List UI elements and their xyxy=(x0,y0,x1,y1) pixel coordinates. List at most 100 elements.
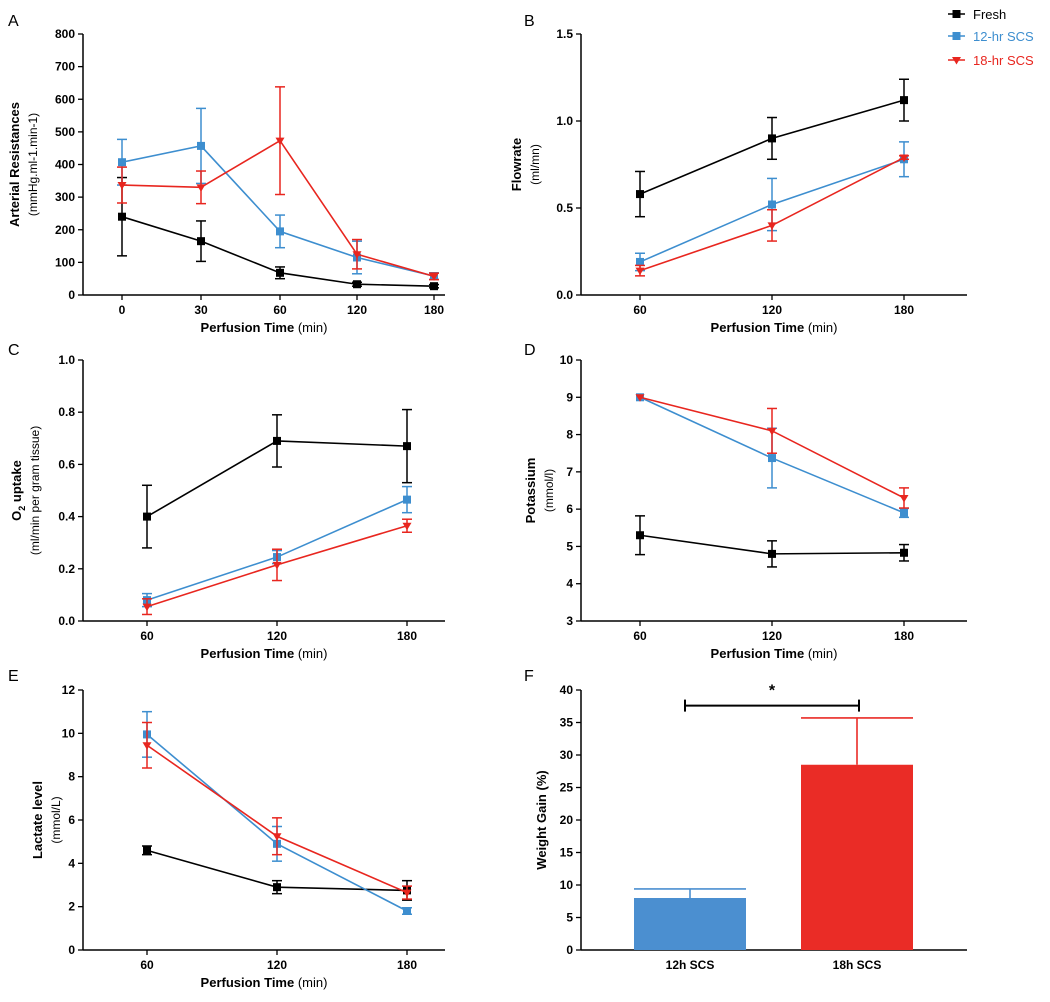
y-tick-label: 4 xyxy=(68,856,75,870)
y-tick-label: 0.5 xyxy=(556,201,573,215)
x-tick-label: 180 xyxy=(894,629,914,643)
data-point xyxy=(117,182,127,190)
data-point xyxy=(402,889,412,898)
panel-letter: F xyxy=(524,668,534,685)
y-axis-unit: (mmol/L) xyxy=(49,796,63,843)
data-point xyxy=(768,549,776,558)
data-point xyxy=(143,846,151,855)
data-point xyxy=(636,257,644,266)
data-point xyxy=(352,251,362,259)
panel-letter: E xyxy=(8,668,19,685)
y-tick-label: 800 xyxy=(55,27,75,41)
x-tick-label: 12h SCS xyxy=(666,958,715,972)
y-tick-label: 10 xyxy=(62,726,76,740)
y-tick-label: 9 xyxy=(566,390,573,404)
y-tick-label: 300 xyxy=(55,190,75,204)
y-tick-label: 30 xyxy=(560,748,574,762)
y-tick-label: 15 xyxy=(560,846,574,860)
data-point xyxy=(403,442,411,451)
data-point xyxy=(272,561,282,570)
bar-12h-scs xyxy=(634,898,746,950)
x-tick-label: 0 xyxy=(119,303,126,317)
bar-18h-scs xyxy=(801,764,913,950)
series-18-hr-scs xyxy=(117,86,439,281)
x-axis-title: Perfusion Time (min) xyxy=(201,320,328,335)
data-point xyxy=(272,833,282,841)
data-point xyxy=(118,158,126,167)
data-point xyxy=(767,222,777,230)
y-tick-label: 2 xyxy=(68,900,75,914)
y-tick-label: 0.4 xyxy=(58,510,75,524)
data-point xyxy=(143,512,151,521)
x-tick-label: 60 xyxy=(273,303,287,317)
significance-label: * xyxy=(769,683,776,700)
panel-c: C 0.0 0.2 0.4 0.6 0.8 1.0 60 120 180 Perfusion Tim… xyxy=(8,342,445,661)
legend-entry-fresh: Fresh xyxy=(948,7,1006,22)
panel-letter: B xyxy=(524,13,535,30)
y-tick-label: 25 xyxy=(560,781,574,795)
legend-label: 12-hr SCS xyxy=(973,29,1034,44)
y-tick-label: 0.0 xyxy=(58,614,75,628)
x-tick-label: 60 xyxy=(633,303,647,317)
y-axis-unit: (ml/min per gram tissue) xyxy=(28,426,42,555)
y-tick-label: 5 xyxy=(566,539,573,553)
data-point xyxy=(353,280,361,289)
data-point xyxy=(900,548,908,557)
series-12-hr-scs xyxy=(142,485,412,608)
x-axis-title: Perfusion Time (min) xyxy=(711,646,838,661)
y-tick-label: 0 xyxy=(68,288,75,302)
y-tick-label: 6 xyxy=(566,502,573,516)
x-tick-label: 180 xyxy=(397,958,417,972)
series-18-hr-scs xyxy=(635,394,909,509)
x-axis-title: Perfusion Time (min) xyxy=(201,646,328,661)
x-tick-label: 60 xyxy=(633,629,647,643)
data-point xyxy=(429,273,439,281)
x-tick-label: 60 xyxy=(140,629,154,643)
legend-entry-18-hr-scs: 18-hr SCS xyxy=(948,53,1034,68)
y-tick-label: 500 xyxy=(55,125,75,139)
y-tick-label: 1.0 xyxy=(556,114,573,128)
y-tick-label: 1.0 xyxy=(58,353,75,367)
x-tick-label: 120 xyxy=(267,629,287,643)
x-tick-label: 120 xyxy=(267,958,287,972)
y-tick-label: 4 xyxy=(566,577,573,591)
y-tick-label: 7 xyxy=(566,465,573,479)
legend-label: Fresh xyxy=(973,7,1006,22)
y-axis-title: Lactate level xyxy=(30,781,45,859)
data-point xyxy=(768,200,776,209)
x-tick-label: 30 xyxy=(194,303,208,317)
data-point xyxy=(403,495,411,504)
panel-letter: C xyxy=(8,342,20,359)
y-tick-label: 400 xyxy=(55,158,75,172)
series-18-hr-scs xyxy=(142,518,412,616)
x-tick-label: 180 xyxy=(397,629,417,643)
y-tick-label: 200 xyxy=(55,223,75,237)
series-18-hr-scs xyxy=(635,154,909,277)
y-tick-label: 20 xyxy=(560,813,574,827)
y-axis-unit: (ml/mn) xyxy=(528,144,542,185)
y-axis-title: Flowrate xyxy=(509,138,524,191)
panel-letter: D xyxy=(524,342,536,359)
series-18-hr-scs xyxy=(142,721,412,900)
series-line xyxy=(121,139,435,278)
legend-entry-12-hr-scs: 12-hr SCS xyxy=(948,29,1034,44)
x-tick-label: 180 xyxy=(424,303,444,317)
y-tick-label: 0 xyxy=(68,943,75,957)
data-point xyxy=(276,268,284,277)
data-point xyxy=(768,454,776,463)
legend-marker xyxy=(952,57,961,65)
series-fresh xyxy=(117,176,439,291)
y-axis-unit: (mmol/l) xyxy=(542,469,556,512)
data-point xyxy=(635,394,645,402)
data-point xyxy=(142,742,152,750)
y-tick-label: 0 xyxy=(566,943,573,957)
data-point xyxy=(197,237,205,246)
y-axis-title: O2 uptake xyxy=(9,460,27,521)
y-tick-label: 5 xyxy=(566,911,573,925)
y-axis-unit: (mmHg.ml-1.min-1) xyxy=(26,113,40,216)
x-axis-title: Perfusion Time (min) xyxy=(201,975,328,990)
x-tick-label: 60 xyxy=(140,958,154,972)
panel-e: E 0 2 4 6 8 10 12 60 120 180 Perfusion Time (min) La… xyxy=(8,668,445,990)
x-tick-label: 120 xyxy=(762,629,782,643)
